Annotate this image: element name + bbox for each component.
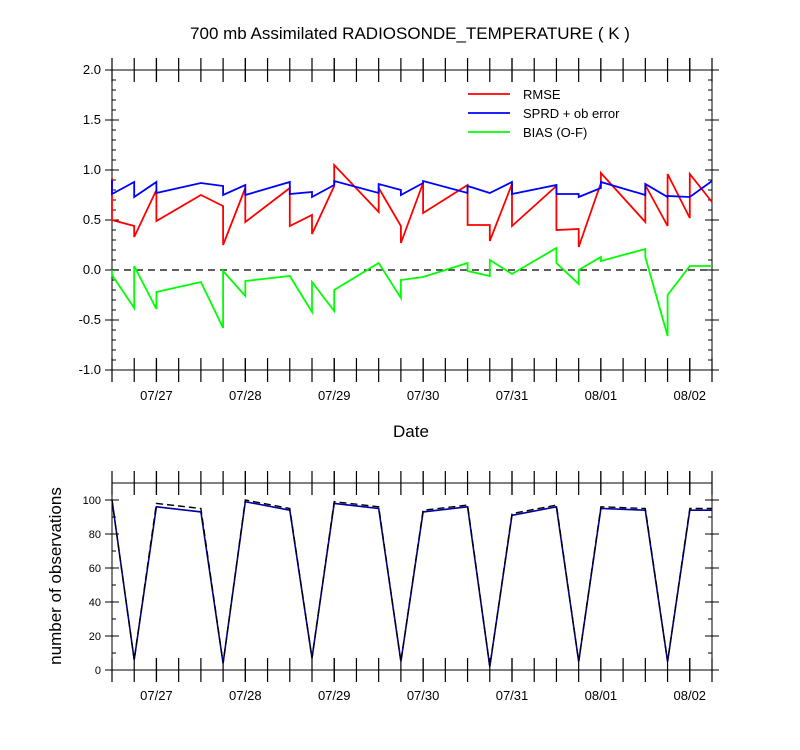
upper-y-tick-label: -1.0 [79,362,101,377]
lower-x-tick-label: 07/30 [407,688,440,703]
lower-x-tick-label: 08/02 [674,688,707,703]
lower-x-tick-label: 08/01 [585,688,618,703]
upper-y-tick-label: 0.0 [83,262,101,277]
upper-x-tick-label: 07/27 [140,388,173,403]
upper-y-tick-label: 2.0 [83,62,101,77]
upper-y-tick-label: -0.5 [79,312,101,327]
lower-x-tick-label: 07/28 [229,688,262,703]
lower-y-tick-label: 100 [83,495,101,507]
upper-series-line-bias-o-f [111,246,712,337]
lower-y-tick-label: 60 [89,563,101,575]
lower-series-line-observations-solid [111,499,712,667]
lower-x-tick-label: 07/29 [318,688,351,703]
legend-entry: RMSE [523,87,561,102]
legend-entry: BIAS (O-F) [523,125,587,140]
upper-x-tick-label: 07/30 [407,388,440,403]
upper-x-tick-label: 07/31 [496,388,529,403]
upper-x-tick-label: 08/02 [674,388,707,403]
lower-y-axis-label: number of observations [46,487,65,665]
upper-chart-panel: -1.0 -0.5 0.0 0.5 1.0 1.5 2.0 07/27 07/28 07/29 07… [79,58,719,403]
chart-title: 700 mb Assimilated RADIOSONDE_TEMPERATUR… [190,24,630,43]
upper-x-tick-label: 07/29 [318,388,351,403]
upper-y-tick-label: 1.0 [83,162,101,177]
upper-x-tick-label: 07/28 [229,388,262,403]
upper-series-line-rmse [111,162,713,248]
lower-chart-panel: 0 20 40 60 80 100 07/27 07/28 07/29 07/30 07/31 08/… [83,471,719,703]
x-axis-label: Date [393,422,429,441]
lower-x-tick-label: 07/27 [140,688,173,703]
lower-series-line-observations-dashed [111,499,712,667]
lower-x-tick-label: 07/31 [496,688,529,703]
upper-y-tick-label: 0.5 [83,212,101,227]
upper-y-tick-label: 1.5 [83,112,101,127]
upper-plot-frame [111,69,713,371]
lower-y-tick-label: 0 [95,665,101,677]
lower-y-tick-label: 20 [89,631,101,643]
lower-plot-frame [111,482,713,671]
upper-x-tick-label: 08/01 [585,388,618,403]
lower-y-tick-label: 80 [89,529,101,541]
legend-entry: SPRD + ob error [523,106,620,121]
upper-series-line-sprd-ob-error [111,179,713,199]
lower-y-tick-label: 40 [89,597,101,609]
